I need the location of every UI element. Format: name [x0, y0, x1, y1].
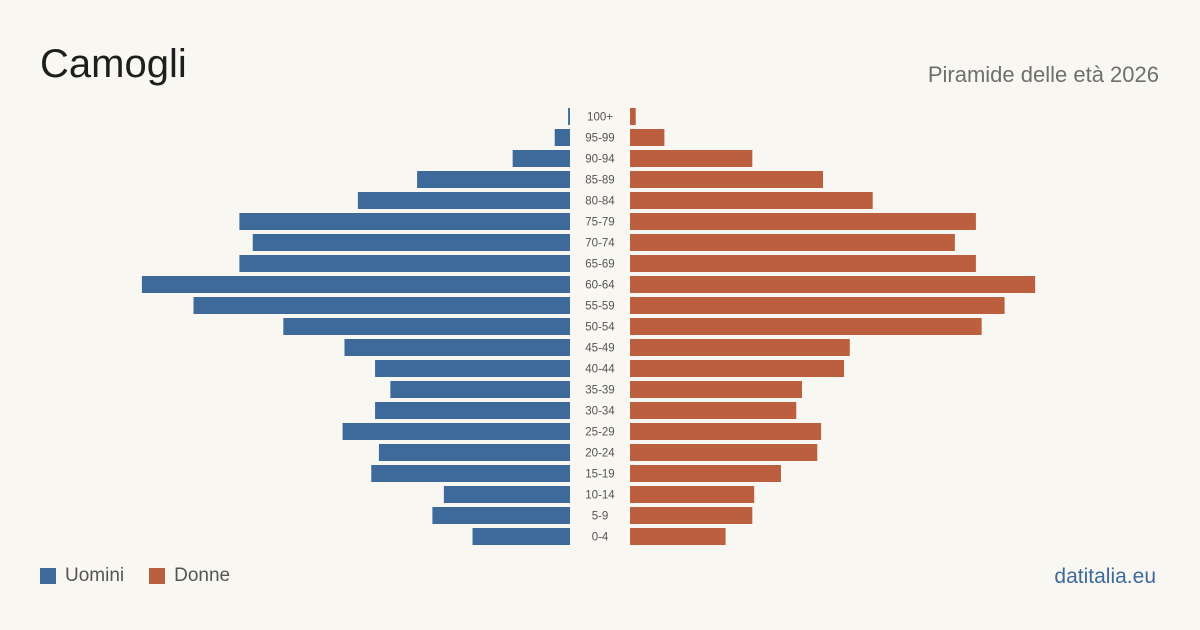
bar-men-45-49 [344, 339, 570, 356]
bar-women-100plus [630, 108, 636, 125]
bar-men-10-14 [443, 486, 570, 503]
age-label-60-64: 60-64 [585, 280, 615, 292]
bar-women-75-79 [630, 213, 976, 230]
bar-women-30-34 [630, 402, 797, 419]
age-label-45-49: 45-49 [585, 343, 614, 355]
bar-men-40-44 [375, 360, 570, 377]
age-label-70-74: 70-74 [585, 238, 615, 250]
bar-men-60-64 [141, 276, 570, 293]
age-label-35-39: 35-39 [585, 385, 614, 397]
bar-men-20-24 [378, 444, 570, 461]
chart-title: Camogli [40, 42, 187, 86]
bar-men-100plus [568, 108, 570, 125]
bar-women-20-24 [630, 444, 818, 461]
bar-women-70-74 [630, 234, 955, 251]
legend-item-women: Donne [149, 565, 230, 587]
bar-women-90-94 [630, 150, 753, 167]
bar-men-90-94 [512, 150, 570, 167]
chart-subtitle: Piramide delle età 2026 [927, 62, 1159, 87]
bar-men-0-4 [472, 528, 570, 545]
bar-men-95-99 [554, 129, 570, 146]
age-label-40-44: 40-44 [585, 364, 615, 376]
bar-women-50-54 [630, 318, 982, 335]
bar-women-40-44 [630, 360, 845, 377]
bar-women-80-84 [630, 192, 873, 209]
bar-men-15-19 [371, 465, 570, 482]
bar-women-5-9 [630, 507, 753, 524]
bar-women-15-19 [630, 465, 781, 482]
bar-men-50-54 [283, 318, 570, 335]
legend-label-women: Donne [174, 565, 231, 586]
age-label-15-19: 15-19 [585, 469, 614, 481]
legend: Uomini Donne [40, 565, 255, 587]
bar-men-65-69 [239, 255, 570, 272]
legend-item-men: Uomini [40, 565, 124, 587]
bar-men-75-79 [239, 213, 570, 230]
bar-men-25-29 [342, 423, 570, 440]
bar-women-25-29 [630, 423, 822, 440]
bar-women-95-99 [630, 129, 665, 146]
bar-women-10-14 [630, 486, 755, 503]
age-label-90-94: 90-94 [585, 154, 615, 166]
age-label-95-99: 95-99 [585, 133, 614, 145]
age-label-20-24: 20-24 [585, 448, 615, 460]
age-label-50-54: 50-54 [585, 322, 615, 334]
bar-men-5-9 [432, 507, 570, 524]
brand-link[interactable]: datitalia.eu [1054, 565, 1156, 588]
bar-men-55-59 [193, 297, 570, 314]
bar-men-85-89 [417, 171, 570, 188]
bar-women-0-4 [630, 528, 726, 545]
age-label-65-69: 65-69 [585, 259, 614, 271]
age-label-0-4: 0-4 [592, 532, 609, 544]
age-label-30-34: 30-34 [585, 406, 615, 418]
bar-women-85-89 [630, 171, 824, 188]
bar-men-70-74 [252, 234, 570, 251]
bar-women-45-49 [630, 339, 850, 356]
bar-women-65-69 [630, 255, 976, 272]
age-label-5-9: 5-9 [592, 511, 609, 523]
age-label-55-59: 55-59 [585, 301, 614, 313]
age-label-80-84: 80-84 [585, 196, 615, 208]
legend-swatch-women [149, 568, 166, 584]
age-label-85-89: 85-89 [585, 175, 614, 187]
bar-men-35-39 [390, 381, 570, 398]
bar-men-80-84 [357, 192, 570, 209]
age-label-100plus: 100+ [587, 112, 613, 124]
bar-women-60-64 [630, 276, 1036, 293]
age-label-25-29: 25-29 [585, 427, 614, 439]
legend-label-men: Uomini [65, 565, 125, 586]
age-label-10-14: 10-14 [585, 490, 615, 502]
age-label-75-79: 75-79 [585, 217, 614, 229]
bar-men-30-34 [375, 402, 570, 419]
bar-women-35-39 [630, 381, 802, 398]
bar-women-55-59 [630, 297, 1005, 314]
legend-swatch-men [40, 568, 56, 584]
